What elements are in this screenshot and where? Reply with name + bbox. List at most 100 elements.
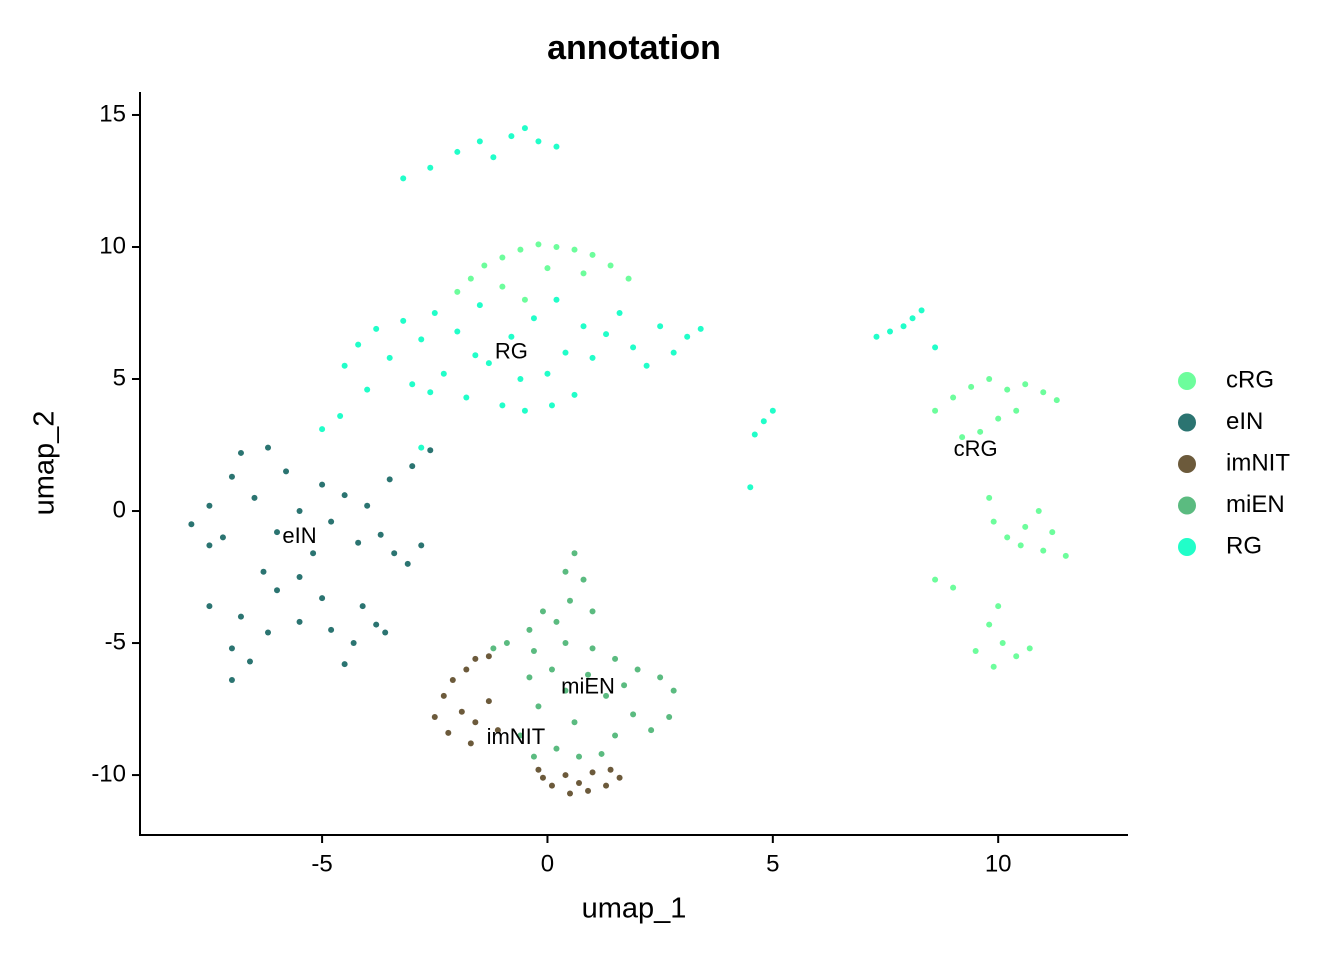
legend-label: cRG bbox=[1226, 366, 1274, 393]
point bbox=[571, 550, 578, 557]
legend-label: imNIT bbox=[1226, 449, 1290, 476]
legend-swatch bbox=[1178, 455, 1196, 473]
point bbox=[968, 383, 975, 390]
point bbox=[950, 394, 957, 401]
point bbox=[562, 568, 569, 575]
point bbox=[373, 325, 380, 332]
point bbox=[476, 138, 483, 145]
point bbox=[386, 476, 393, 483]
point bbox=[449, 677, 456, 684]
point bbox=[485, 698, 492, 705]
point bbox=[274, 529, 281, 536]
point bbox=[341, 492, 348, 499]
point bbox=[237, 449, 244, 456]
point bbox=[228, 677, 235, 684]
point bbox=[553, 745, 560, 752]
point bbox=[1035, 508, 1042, 515]
x-tick-label: 5 bbox=[766, 850, 779, 877]
point bbox=[526, 674, 533, 681]
point bbox=[418, 542, 425, 549]
point bbox=[580, 270, 587, 277]
point bbox=[328, 518, 335, 525]
point bbox=[1013, 653, 1020, 660]
point bbox=[359, 603, 366, 610]
point bbox=[918, 307, 925, 314]
point bbox=[494, 727, 501, 734]
point bbox=[562, 349, 569, 356]
point bbox=[932, 576, 939, 583]
point bbox=[472, 352, 479, 359]
point bbox=[535, 766, 542, 773]
point bbox=[400, 317, 407, 324]
point bbox=[630, 711, 637, 718]
point bbox=[544, 265, 551, 272]
point bbox=[1022, 523, 1029, 530]
legend-swatch bbox=[1178, 496, 1196, 515]
y-tick-label: 0 bbox=[113, 496, 126, 523]
point bbox=[769, 407, 776, 414]
point bbox=[503, 640, 510, 647]
point bbox=[364, 502, 371, 509]
point bbox=[589, 645, 596, 652]
point bbox=[440, 370, 447, 377]
point bbox=[350, 640, 357, 647]
point bbox=[670, 349, 677, 356]
point bbox=[391, 550, 398, 557]
point bbox=[612, 655, 619, 662]
point bbox=[508, 333, 515, 340]
x-tick-label: -5 bbox=[311, 850, 332, 877]
point bbox=[576, 753, 583, 760]
point bbox=[328, 626, 335, 633]
point bbox=[612, 732, 619, 739]
point bbox=[657, 323, 664, 330]
point bbox=[977, 428, 984, 435]
point bbox=[553, 243, 560, 250]
point bbox=[228, 645, 235, 652]
point bbox=[589, 251, 596, 258]
point bbox=[400, 175, 407, 182]
point bbox=[603, 692, 610, 699]
point bbox=[634, 666, 641, 673]
point bbox=[566, 790, 573, 797]
point bbox=[1062, 552, 1069, 559]
point bbox=[454, 288, 461, 295]
point bbox=[643, 362, 650, 369]
point bbox=[986, 621, 993, 628]
point bbox=[341, 661, 348, 668]
point bbox=[409, 463, 416, 470]
y-tick-label: -10 bbox=[91, 760, 126, 787]
point bbox=[228, 473, 235, 480]
point bbox=[1022, 381, 1029, 388]
chart-title: annotation bbox=[547, 29, 721, 67]
legend-label: RG bbox=[1226, 532, 1262, 559]
point bbox=[566, 597, 573, 604]
point bbox=[521, 407, 528, 414]
point bbox=[990, 663, 997, 670]
point bbox=[580, 576, 587, 583]
point bbox=[553, 296, 560, 303]
point bbox=[517, 376, 524, 383]
point bbox=[296, 618, 303, 625]
point bbox=[206, 502, 213, 509]
point bbox=[386, 354, 393, 361]
point bbox=[377, 531, 384, 538]
point bbox=[521, 125, 528, 132]
point bbox=[548, 402, 555, 409]
point bbox=[986, 494, 993, 501]
point bbox=[539, 608, 546, 615]
point bbox=[589, 354, 596, 361]
point bbox=[530, 753, 537, 760]
point bbox=[219, 534, 226, 541]
point bbox=[562, 640, 569, 647]
point bbox=[932, 407, 939, 414]
point bbox=[188, 521, 195, 528]
point bbox=[373, 621, 380, 628]
point bbox=[535, 241, 542, 248]
point bbox=[972, 647, 979, 654]
cluster-label: RG bbox=[495, 338, 528, 363]
point bbox=[265, 444, 272, 451]
point bbox=[1004, 534, 1011, 541]
point bbox=[499, 402, 506, 409]
point bbox=[598, 750, 605, 757]
